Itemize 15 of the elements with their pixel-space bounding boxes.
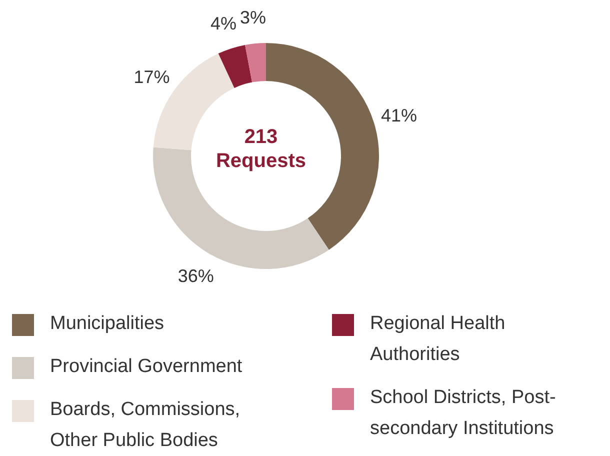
text: Requests (216, 150, 306, 172)
data-label: 4% (210, 14, 236, 34)
legend-label: School Districts, Post-secondary Institutions (370, 386, 557, 441)
data-label: 17% (134, 66, 170, 87)
donut-slice (218, 44, 252, 88)
data-label: 41% (380, 106, 417, 126)
text: 213 (244, 126, 278, 148)
donut-slice (153, 147, 329, 269)
legend-label: Municipalities (50, 312, 166, 336)
donut-slice (245, 43, 266, 82)
data-label: 36% (178, 266, 214, 286)
data-label: 3% (240, 8, 266, 28)
legend-label: Boards, Commissions, Other Public Bodies (50, 398, 242, 453)
legend-label: Provincial Government (50, 355, 244, 379)
legend-label: Regional Health Authorities (370, 312, 506, 367)
